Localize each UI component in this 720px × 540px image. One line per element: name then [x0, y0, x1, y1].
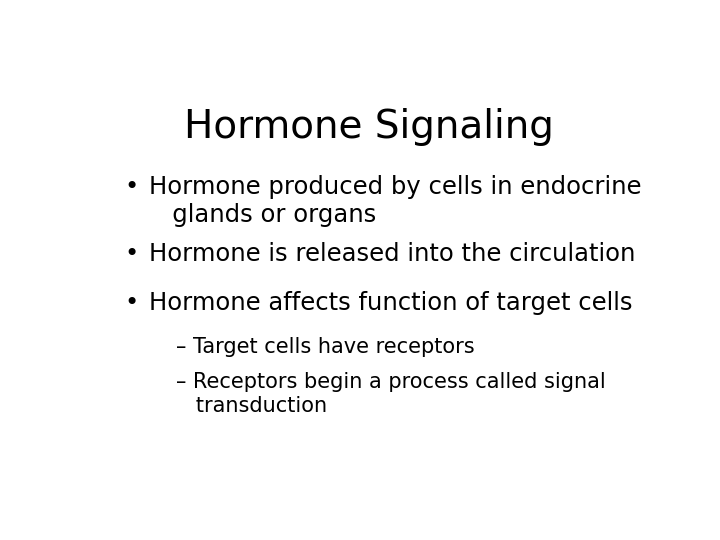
- Text: Hormone produced by cells in endocrine
   glands or organs: Hormone produced by cells in endocrine g…: [148, 175, 641, 227]
- Text: •: •: [125, 292, 139, 315]
- Text: •: •: [125, 241, 139, 266]
- Text: – Target cells have receptors: – Target cells have receptors: [176, 337, 475, 357]
- Text: Hormone affects function of target cells: Hormone affects function of target cells: [148, 292, 632, 315]
- Text: •: •: [125, 175, 139, 199]
- Text: – Receptors begin a process called signal
   transduction: – Receptors begin a process called signa…: [176, 373, 606, 416]
- Text: Hormone is released into the circulation: Hormone is released into the circulation: [148, 241, 635, 266]
- Text: Hormone Signaling: Hormone Signaling: [184, 109, 554, 146]
